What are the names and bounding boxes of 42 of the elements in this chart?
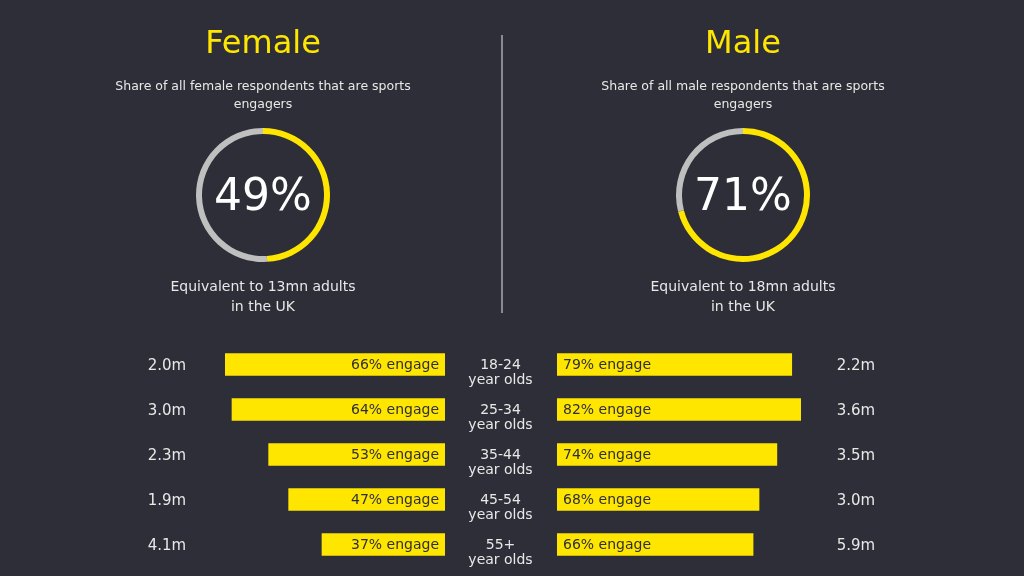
y-tick-label: 18-24 year olds [468,355,533,387]
text: 2.2m [836,355,876,374]
data-label: 79% engage [563,355,652,372]
y-tick-label: 35-44 year olds [468,445,533,477]
data-label: 66% engage [350,355,439,372]
text: 3.6m [836,400,876,419]
chart-subtitle: Share of all male respondents that are sports engagers [600,77,886,113]
text: 4.1m [147,535,187,554]
bar [557,533,754,556]
y-tick-label: 25-34 year olds [468,400,533,432]
text: 3.5m [836,445,876,464]
bar [557,353,793,376]
data-label: 64% engage [350,400,439,417]
data-label: 47% engage [350,490,439,507]
bar [225,353,445,376]
text: 5.9m [836,535,876,554]
bar [557,398,801,421]
text: 1.9m [147,490,187,509]
text: 2.0m [147,355,187,374]
bar [557,443,778,466]
data-label: 68% engage [563,490,652,507]
bar [231,398,445,421]
chart-title: Male [704,22,782,62]
text: Equivalent to 13mn adults in the UK [169,277,357,316]
text: Equivalent to 18mn adults in the UK [649,277,837,316]
data-label: 74% engage [563,445,652,462]
data-label: 49% [214,169,312,220]
y-tick-label: 55+ year olds [468,535,533,567]
text: 2.3m [147,445,187,464]
data-label: 53% engage [350,445,439,462]
text: 3.0m [836,490,876,509]
chart-subtitle: Share of all female respondents that are sports engagers [114,77,412,113]
data-label: 71% [694,169,792,220]
bar [557,488,760,511]
donut-slice [678,128,810,262]
data-label: 37% engage [350,535,439,552]
data-label: 82% engage [563,400,652,417]
text: 3.0m [147,400,187,419]
chart-title: Female [204,22,322,62]
y-tick-label: 45-54 year olds [468,490,533,522]
bar [268,443,445,466]
data-label: 66% engage [563,535,652,552]
